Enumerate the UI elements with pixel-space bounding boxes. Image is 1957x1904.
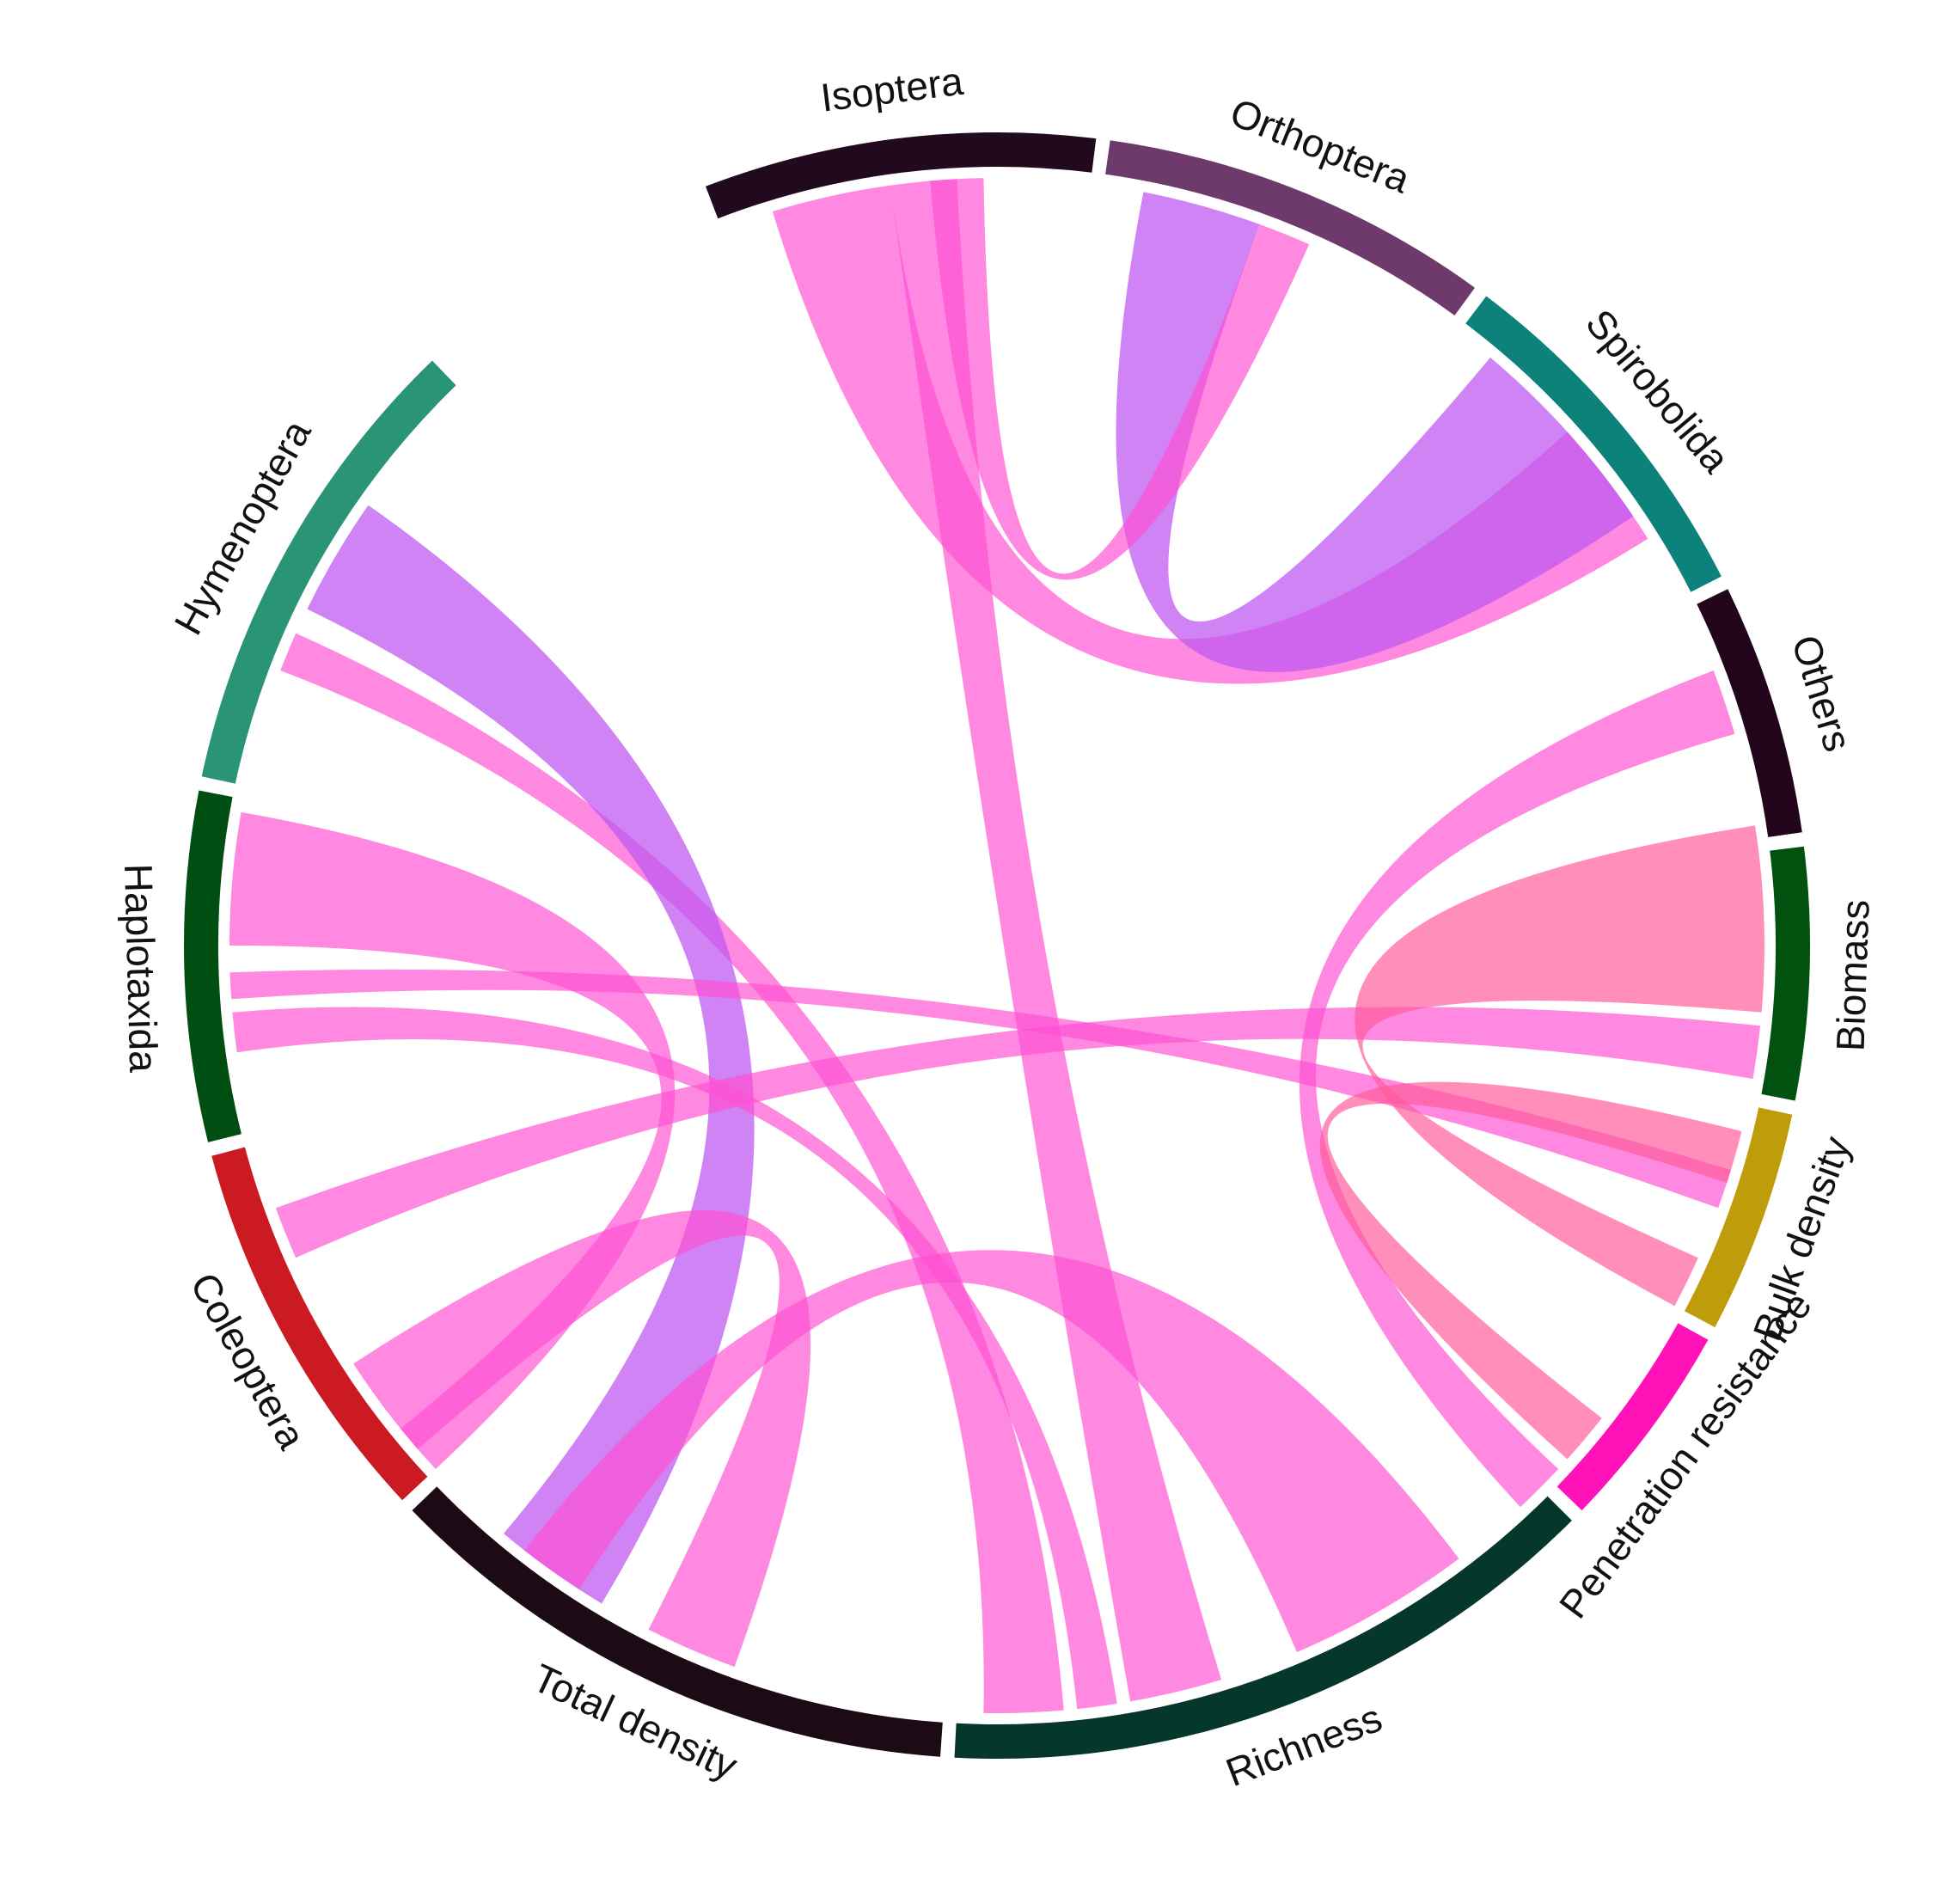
ribbon-bulk-density-to-penetration-resistance <box>1319 1081 1742 1460</box>
sector-label-hymenoptera: Hymenoptera <box>165 413 320 642</box>
ribbon-coleoptera-to-biomass <box>275 1007 1761 1258</box>
ribbon-hymenoptera-to-richness <box>280 633 1064 1714</box>
ribbon-total-density-to-richness <box>524 1250 1459 1652</box>
ribbon-coleoptera-to-total-density <box>353 1209 811 1668</box>
ribbon-orthoptera-to-isoptera <box>930 178 1310 580</box>
ribbon-others-to-penetration-resistance <box>1299 670 1735 1508</box>
sector-label-haplotaxida: Haplotaxida <box>116 863 166 1074</box>
sector-arc-biomass <box>1761 846 1810 1101</box>
sector-arc-coleoptera <box>211 1147 428 1501</box>
sector-arc-bulk-density <box>1685 1107 1793 1328</box>
ribbon-hymenoptera-to-total-density <box>307 505 755 1604</box>
sector-arc-hymenoptera <box>201 360 456 784</box>
sector-arc-penetration-resistance <box>1556 1323 1709 1511</box>
sector-label-others: Others <box>1783 630 1861 756</box>
ribbon-biomass-to-bulk-density <box>1355 825 1764 1307</box>
ribbon-orthoptera-to-spirobolida <box>1116 192 1634 672</box>
ribbons-layer <box>229 178 1764 1714</box>
ribbon-haplotaxida-to-biomass <box>229 969 1731 1209</box>
sector-arc-others <box>1697 589 1802 837</box>
sector-arc-spirobolida <box>1465 296 1722 592</box>
sector-arc-isoptera <box>706 132 1097 219</box>
sector-arc-total-density <box>412 1486 943 1757</box>
sector-label-isoptera: Isoptera <box>818 58 966 120</box>
sector-arcs-layer <box>184 132 1810 1759</box>
sector-arc-haplotaxida <box>184 790 242 1142</box>
sector-arc-orthoptera <box>1105 140 1475 315</box>
sector-label-biomass: Biomass <box>1827 899 1877 1052</box>
sector-arc-richness <box>954 1496 1572 1759</box>
